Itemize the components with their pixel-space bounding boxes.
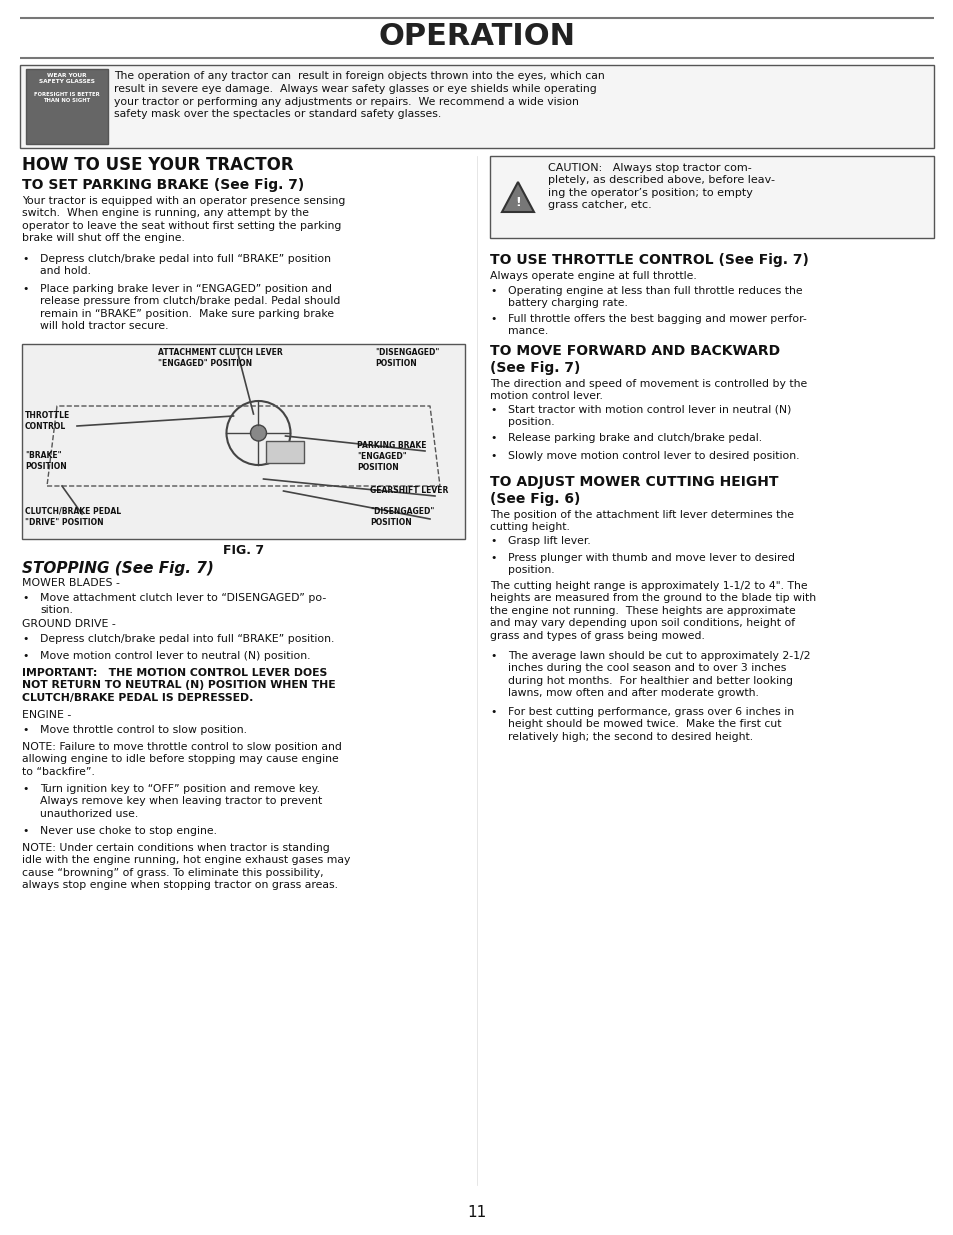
Text: Move throttle control to slow position.: Move throttle control to slow position.	[40, 725, 247, 735]
Text: WEAR YOUR
SAFETY GLASSES: WEAR YOUR SAFETY GLASSES	[39, 73, 95, 84]
Circle shape	[251, 425, 266, 441]
Bar	[26, 69, 108, 144]
Text: GROUND DRIVE -: GROUND DRIVE -	[22, 619, 115, 629]
Text: •: •	[490, 433, 496, 443]
Text: •: •	[490, 706, 496, 718]
Text: !: !	[515, 196, 520, 210]
Bar	[266, 441, 304, 463]
Text: Turn ignition key to “OFF” position and remove key.
Always remove key when leavi: Turn ignition key to “OFF” position and …	[40, 784, 322, 819]
Text: Depress clutch/brake pedal into full “BRAKE” position
and hold.: Depress clutch/brake pedal into full “BR…	[40, 254, 331, 277]
Text: •: •	[490, 314, 496, 324]
Text: "DISENGAGED"
POSITION: "DISENGAGED" POSITION	[370, 508, 434, 527]
Text: Place parking brake lever in “ENGAGED” position and
release pressure from clutch: Place parking brake lever in “ENGAGED” p…	[40, 284, 340, 331]
Bar	[22, 345, 464, 538]
Text: The average lawn should be cut to approximately 2-1/2
inches during the cool sea: The average lawn should be cut to approx…	[507, 651, 810, 698]
Text: Your tractor is equipped with an operator presence sensing
switch.  When engine : Your tractor is equipped with an operato…	[22, 196, 345, 243]
Text: The position of the attachment lift lever determines the
cutting height.: The position of the attachment lift leve…	[490, 510, 793, 532]
Text: Start tractor with motion control lever in neutral (N)
position.: Start tractor with motion control lever …	[507, 405, 791, 427]
Text: •: •	[490, 651, 496, 661]
Text: •: •	[22, 784, 29, 794]
Text: •: •	[22, 254, 29, 264]
Text: MOWER BLADES -: MOWER BLADES -	[22, 578, 120, 588]
Text: •: •	[22, 826, 29, 836]
Text: •: •	[490, 405, 496, 415]
Text: Always operate engine at full throttle.: Always operate engine at full throttle.	[490, 270, 696, 282]
Text: Grasp lift lever.: Grasp lift lever.	[507, 536, 590, 546]
Text: TO USE THROTTLE CONTROL (See Fig. 7): TO USE THROTTLE CONTROL (See Fig. 7)	[490, 253, 808, 267]
Text: GEARSHIFT LEVER: GEARSHIFT LEVER	[370, 487, 448, 495]
Text: TO SET PARKING BRAKE (See Fig. 7): TO SET PARKING BRAKE (See Fig. 7)	[22, 178, 304, 191]
Text: Move motion control lever to neutral (N) position.: Move motion control lever to neutral (N)…	[40, 651, 310, 661]
Text: TO ADJUST MOWER CUTTING HEIGHT: TO ADJUST MOWER CUTTING HEIGHT	[490, 475, 778, 489]
Text: •: •	[22, 634, 29, 643]
Text: The direction and speed of movement is controlled by the
motion control lever.: The direction and speed of movement is c…	[490, 379, 806, 401]
Text: (See Fig. 6): (See Fig. 6)	[490, 492, 579, 506]
Text: Never use choke to stop engine.: Never use choke to stop engine.	[40, 826, 216, 836]
Text: Depress clutch/brake pedal into full “BRAKE” position.: Depress clutch/brake pedal into full “BR…	[40, 634, 334, 643]
Text: •: •	[490, 553, 496, 563]
Text: 11: 11	[467, 1205, 486, 1220]
Text: •: •	[22, 651, 29, 661]
Text: (See Fig. 7): (See Fig. 7)	[490, 361, 579, 375]
Text: PARKING BRAKE
"ENGAGED"
POSITION: PARKING BRAKE "ENGAGED" POSITION	[356, 441, 426, 472]
Text: Move attachment clutch lever to “DISENGAGED” po-
sition.: Move attachment clutch lever to “DISENGA…	[40, 593, 326, 615]
Text: THROTTLE
CONTROL: THROTTLE CONTROL	[25, 411, 71, 431]
Text: Operating engine at less than full throttle reduces the
battery charging rate.: Operating engine at less than full throt…	[507, 287, 801, 309]
Text: IMPORTANT:   THE MOTION CONTROL LEVER DOES
NOT RETURN TO NEUTRAL (N) POSITION WH: IMPORTANT: THE MOTION CONTROL LEVER DOES…	[22, 668, 335, 703]
Text: •: •	[22, 284, 29, 294]
Text: CAUTION:   Always stop tractor com-
pletely, as described above, before leav-
in: CAUTION: Always stop tractor com- pletel…	[547, 163, 774, 210]
Text: •: •	[490, 287, 496, 296]
Text: ATTACHMENT CLUTCH LEVER
"ENGAGED" POSITION: ATTACHMENT CLUTCH LEVER "ENGAGED" POSITI…	[158, 348, 283, 368]
Text: TO MOVE FORWARD AND BACKWARD: TO MOVE FORWARD AND BACKWARD	[490, 345, 780, 358]
Text: OPERATION: OPERATION	[378, 22, 575, 51]
Text: Press plunger with thumb and move lever to desired
position.: Press plunger with thumb and move lever …	[507, 553, 794, 576]
Text: Slowly move motion control lever to desired position.: Slowly move motion control lever to desi…	[507, 451, 799, 461]
Text: For best cutting performance, grass over 6 inches in
height should be mowed twic: For best cutting performance, grass over…	[507, 706, 793, 742]
Text: FIG. 7: FIG. 7	[223, 543, 264, 557]
Text: "DISENGAGED"
POSITION: "DISENGAGED" POSITION	[375, 348, 439, 368]
Bar	[490, 156, 933, 238]
Text: FORESIGHT IS BETTER
THAN NO SIGHT: FORESIGHT IS BETTER THAN NO SIGHT	[34, 91, 100, 103]
Text: ENGINE -: ENGINE -	[22, 710, 71, 720]
Bar	[20, 65, 933, 148]
Text: •: •	[490, 451, 496, 461]
Text: CLUTCH/BRAKE PEDAL
"DRIVE" POSITION: CLUTCH/BRAKE PEDAL "DRIVE" POSITION	[25, 508, 121, 527]
Text: NOTE: Failure to move throttle control to slow position and
allowing engine to i: NOTE: Failure to move throttle control t…	[22, 742, 341, 777]
Text: •: •	[22, 725, 29, 735]
Text: Release parking brake and clutch/brake pedal.: Release parking brake and clutch/brake p…	[507, 433, 761, 443]
Text: NOTE: Under certain conditions when tractor is standing
idle with the engine run: NOTE: Under certain conditions when trac…	[22, 844, 350, 890]
Text: The cutting height range is approximately 1-1/2 to 4". The
heights are measured : The cutting height range is approximatel…	[490, 580, 815, 641]
Text: •: •	[22, 593, 29, 603]
Text: The operation of any tractor can  result in foreign objects thrown into the eyes: The operation of any tractor can result …	[113, 70, 604, 120]
Polygon shape	[501, 182, 534, 212]
Text: •: •	[490, 536, 496, 546]
Text: Full throttle offers the best bagging and mower perfor-
mance.: Full throttle offers the best bagging an…	[507, 314, 806, 336]
Text: "BRAKE"
POSITION: "BRAKE" POSITION	[25, 451, 67, 471]
Text: HOW TO USE YOUR TRACTOR: HOW TO USE YOUR TRACTOR	[22, 156, 294, 174]
Text: STOPPING (See Fig. 7): STOPPING (See Fig. 7)	[22, 561, 213, 576]
